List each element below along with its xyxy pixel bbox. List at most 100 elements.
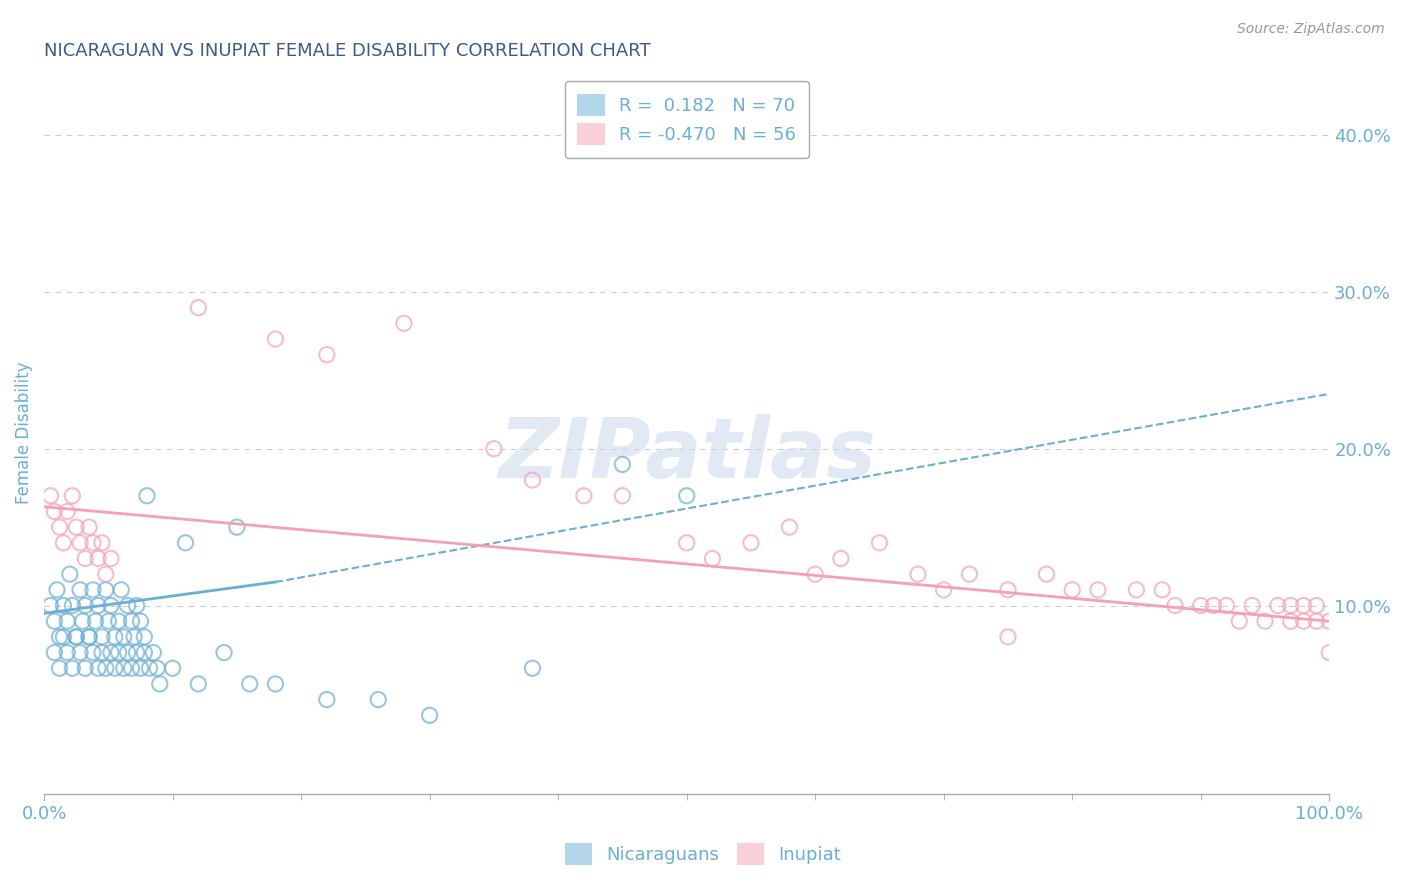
Point xyxy=(117,646,139,660)
Point xyxy=(315,348,337,362)
Point xyxy=(52,536,75,550)
Point xyxy=(69,536,91,550)
Point xyxy=(112,661,135,675)
Point xyxy=(107,646,129,660)
Point xyxy=(740,536,762,550)
Text: ZIPatlas: ZIPatlas xyxy=(498,414,876,495)
Point xyxy=(87,551,110,566)
Point xyxy=(522,661,544,675)
Point xyxy=(162,661,184,675)
Point xyxy=(65,630,87,644)
Point xyxy=(44,614,66,628)
Point xyxy=(59,567,82,582)
Point xyxy=(104,630,127,644)
Point xyxy=(612,458,634,472)
Point xyxy=(48,661,70,675)
Point xyxy=(1279,599,1302,613)
Point xyxy=(1202,599,1225,613)
Point xyxy=(84,614,107,628)
Point xyxy=(65,520,87,534)
Point xyxy=(174,536,197,550)
Point xyxy=(315,692,337,706)
Point xyxy=(264,332,287,346)
Point xyxy=(117,599,139,613)
Point xyxy=(60,661,83,675)
Point xyxy=(104,661,127,675)
Point xyxy=(572,489,595,503)
Point xyxy=(869,536,891,550)
Point xyxy=(48,630,70,644)
Point xyxy=(1241,599,1264,613)
Point xyxy=(77,630,100,644)
Point xyxy=(138,661,160,675)
Point xyxy=(1087,582,1109,597)
Point xyxy=(75,551,97,566)
Point xyxy=(56,614,79,628)
Point xyxy=(121,614,143,628)
Y-axis label: Female Disability: Female Disability xyxy=(15,362,32,504)
Point xyxy=(146,661,169,675)
Point xyxy=(1254,614,1277,628)
Point xyxy=(1062,582,1084,597)
Point xyxy=(1317,614,1340,628)
Point xyxy=(1125,582,1147,597)
Point xyxy=(75,599,97,613)
Point xyxy=(87,661,110,675)
Point xyxy=(1292,614,1315,628)
Point xyxy=(91,646,114,660)
Point xyxy=(134,646,156,660)
Point xyxy=(75,661,97,675)
Point xyxy=(1317,646,1340,660)
Point xyxy=(82,646,104,660)
Point xyxy=(997,582,1019,597)
Point xyxy=(52,630,75,644)
Point xyxy=(1305,614,1327,628)
Point xyxy=(121,661,143,675)
Point xyxy=(392,316,415,330)
Text: Source: ZipAtlas.com: Source: ZipAtlas.com xyxy=(1237,22,1385,37)
Point xyxy=(1292,599,1315,613)
Point xyxy=(56,504,79,518)
Point xyxy=(56,646,79,660)
Point xyxy=(60,599,83,613)
Point xyxy=(212,646,235,660)
Point xyxy=(482,442,505,456)
Point xyxy=(134,630,156,644)
Point xyxy=(957,567,980,582)
Point xyxy=(522,473,544,487)
Point xyxy=(39,599,62,613)
Legend: Nicaraguans, Inupiat: Nicaraguans, Inupiat xyxy=(555,834,851,874)
Point xyxy=(125,646,148,660)
Point xyxy=(122,630,145,644)
Point xyxy=(107,614,129,628)
Point xyxy=(779,520,801,534)
Point xyxy=(77,630,100,644)
Point xyxy=(44,504,66,518)
Point xyxy=(1215,599,1237,613)
Point xyxy=(149,677,172,691)
Point xyxy=(612,489,634,503)
Point xyxy=(87,599,110,613)
Point xyxy=(702,551,724,566)
Point xyxy=(932,582,955,597)
Point xyxy=(675,489,697,503)
Point xyxy=(129,614,152,628)
Point xyxy=(69,646,91,660)
Point xyxy=(72,614,94,628)
Point xyxy=(110,582,132,597)
Point xyxy=(1267,599,1289,613)
Point xyxy=(1164,599,1187,613)
Point xyxy=(1305,599,1327,613)
Point xyxy=(125,599,148,613)
Point xyxy=(997,630,1019,644)
Point xyxy=(46,582,69,597)
Point xyxy=(82,582,104,597)
Point xyxy=(675,536,697,550)
Point xyxy=(39,489,62,503)
Point xyxy=(44,646,66,660)
Point xyxy=(100,551,122,566)
Point xyxy=(804,567,827,582)
Point xyxy=(135,489,157,503)
Point xyxy=(91,630,114,644)
Point xyxy=(419,708,441,723)
